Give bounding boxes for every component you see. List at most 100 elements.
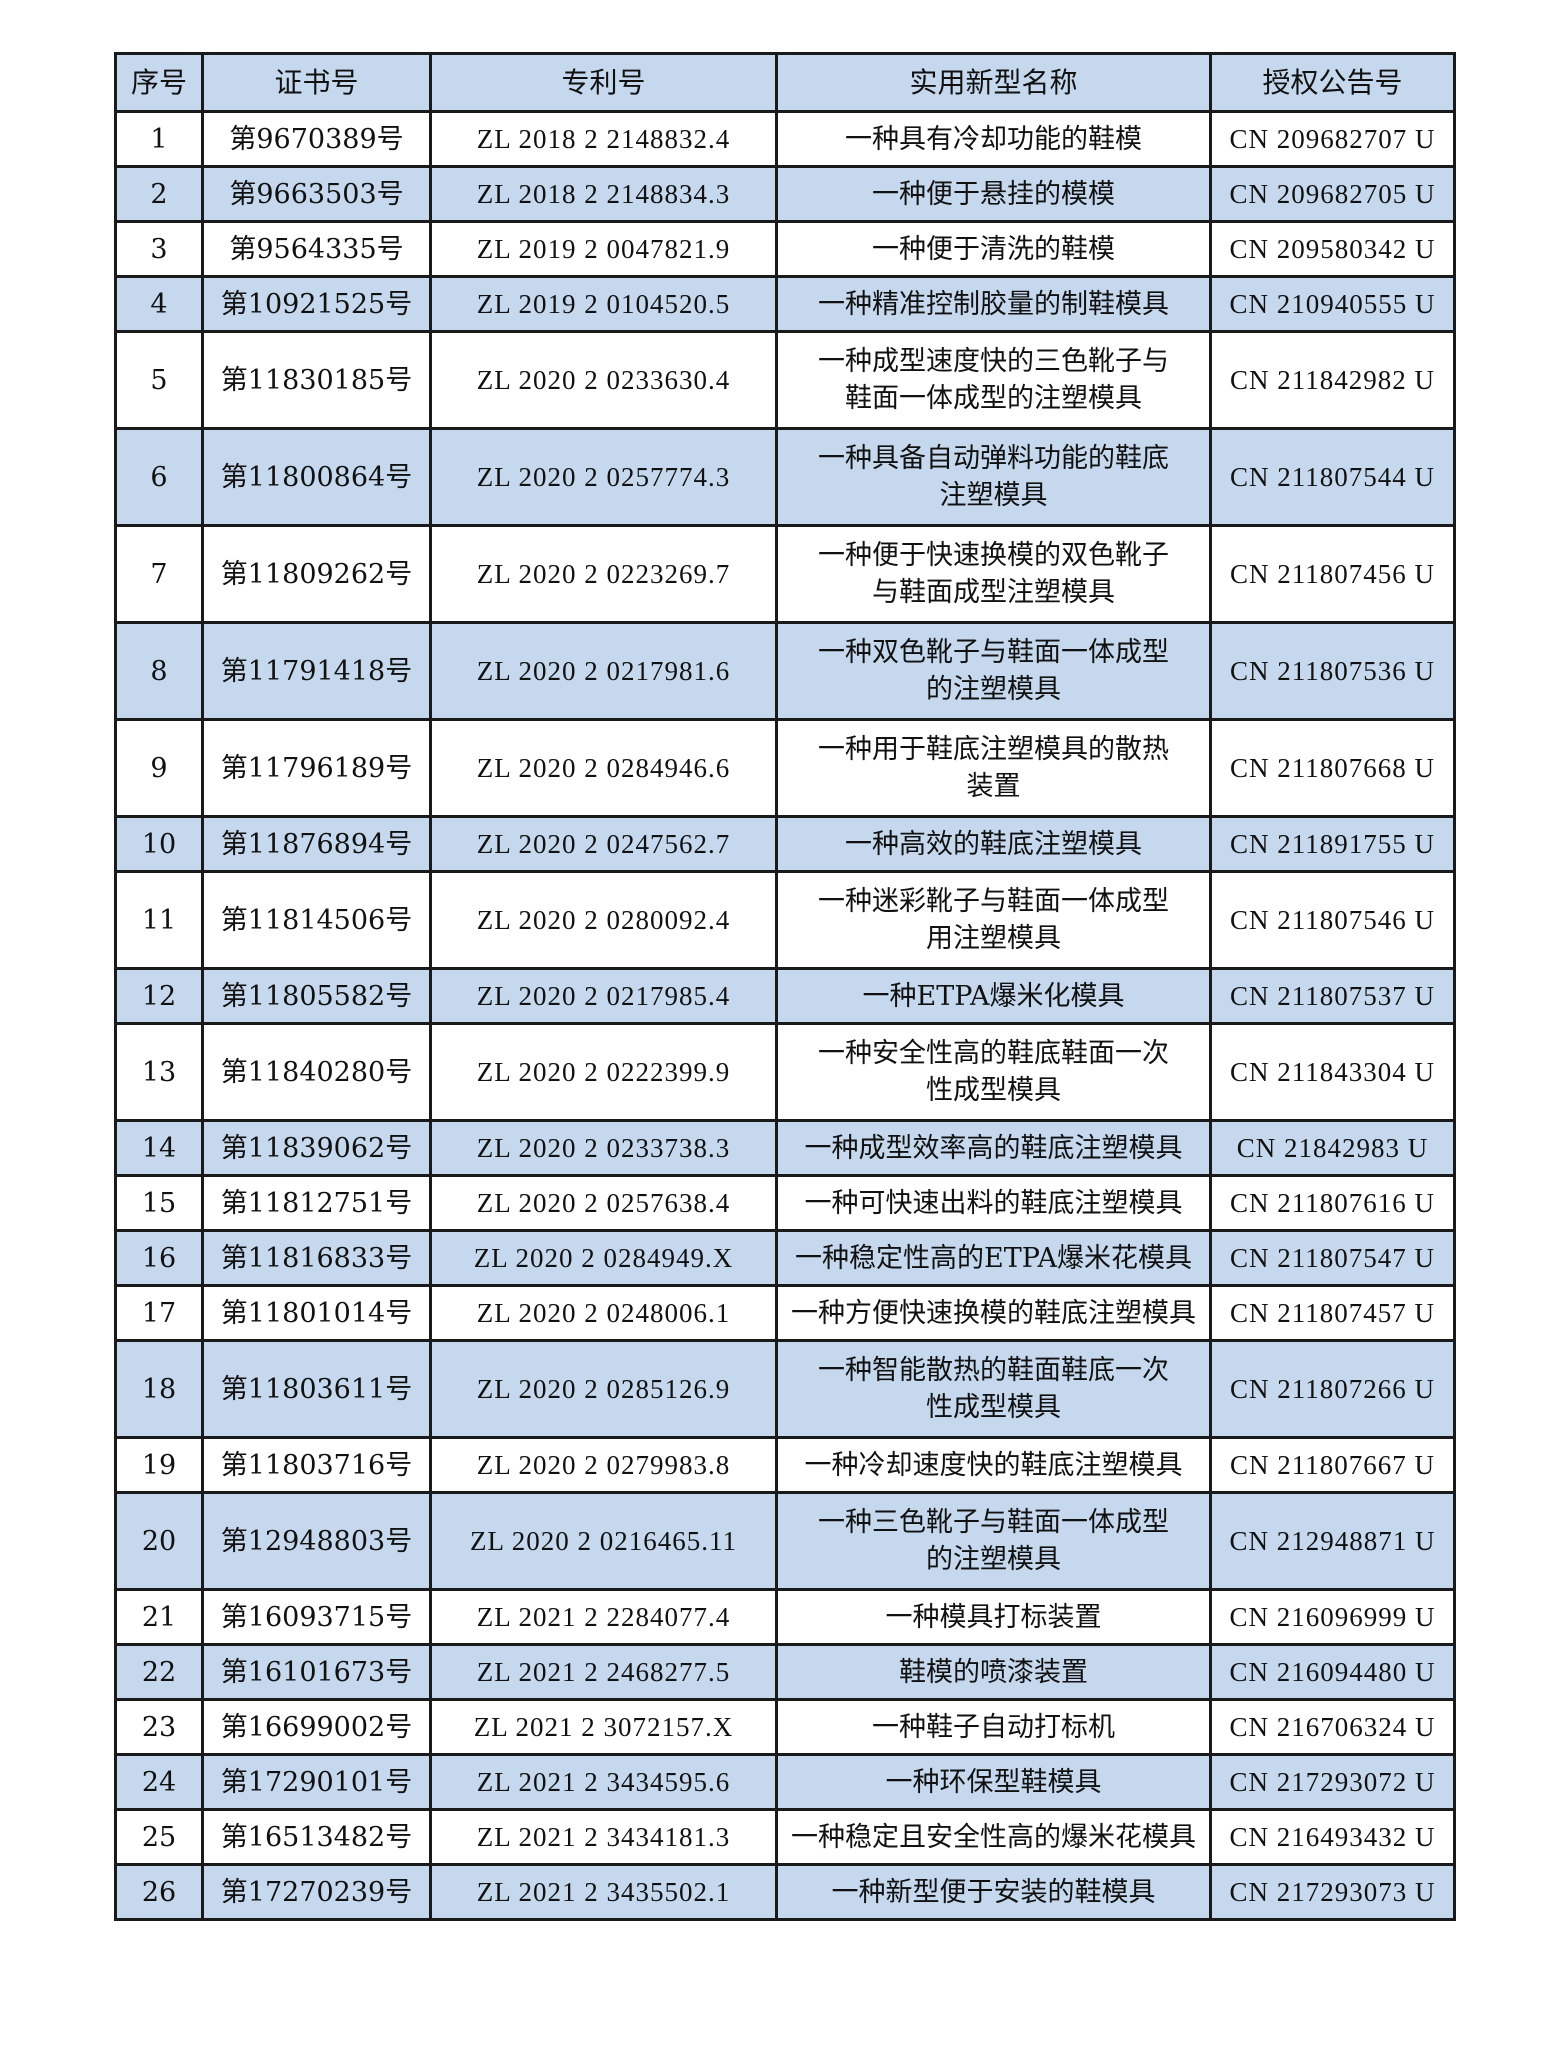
- header-utility-model-name: 实用新型名称: [775, 52, 1212, 113]
- name-line: 与鞋面成型注塑模具: [872, 577, 1115, 608]
- certificate-cell: 第17290101号: [201, 1753, 432, 1811]
- patent-number-cell: ZL 2020 2 0257774.3: [429, 427, 778, 527]
- index-cell: 12: [114, 967, 204, 1025]
- publication-number-cell: CN 211807457 U: [1209, 1284, 1456, 1342]
- table-row: 16 第11816833号 ZL 2020 2 0284949.X 一种稳定性高的ET…: [114, 1229, 1456, 1287]
- publication-number-cell: CN 209580342 U: [1209, 220, 1456, 278]
- table-row: 23 第16699002号 ZL 2021 2 3072157.X 一种鞋子自动打标机…: [114, 1698, 1456, 1756]
- publication-number-cell: CN 211807546 U: [1209, 870, 1456, 970]
- publication-number-cell: CN 217293072 U: [1209, 1753, 1456, 1811]
- name-line: 一种冷却速度快的鞋底注塑模具: [804, 1449, 1183, 1481]
- table-row: 10 第11876894号 ZL 2020 2 0247562.7 一种高效的鞋底注塑…: [114, 815, 1456, 873]
- table-row: 6 第11800864号 ZL 2020 2 0257774.3 一种具备自动弹料功能…: [114, 427, 1456, 527]
- name-cell: 一种智能散热的鞋面鞋底一次 性成型模具: [775, 1339, 1212, 1439]
- name-line: 一种方便快速换模的鞋底注塑模具: [791, 1297, 1196, 1329]
- name-cell: 一种模具打标装置: [775, 1588, 1212, 1646]
- name-line: 鞋模的喷漆装置: [899, 1656, 1088, 1688]
- certificate-cell: 第10921525号: [201, 275, 432, 333]
- header-index: 序号: [114, 52, 204, 113]
- name-line: 一种便于悬挂的模模: [872, 178, 1115, 210]
- patent-number-cell: ZL 2021 2 2284077.4: [429, 1588, 778, 1646]
- patent-number-cell: ZL 2020 2 0217985.4: [429, 967, 778, 1025]
- name-line: 一种具备自动弹料功能的鞋底: [818, 443, 1169, 474]
- table-row: 4 第10921525号 ZL 2019 2 0104520.5 一种精准控制胶量的制…: [114, 275, 1456, 333]
- name-line: 一种三色靴子与鞋面一体成型: [818, 1507, 1169, 1538]
- certificate-cell: 第17270239号: [201, 1863, 432, 1921]
- header-publication-number: 授权公告号: [1209, 52, 1456, 113]
- certificate-cell: 第16101673号: [201, 1643, 432, 1701]
- name-cell: 一种便于清洗的鞋模: [775, 220, 1212, 278]
- certificate-cell: 第11814506号: [201, 870, 432, 970]
- table-body: 1 第9670389号 ZL 2018 2 2148832.4 一种具有冷却功能的鞋模…: [114, 110, 1456, 1921]
- patent-number-cell: ZL 2021 2 3434181.3: [429, 1808, 778, 1866]
- name-line: 一种成型效率高的鞋底注塑模具: [804, 1132, 1183, 1164]
- patent-number-cell: ZL 2019 2 0104520.5: [429, 275, 778, 333]
- certificate-cell: 第12948803号: [201, 1491, 432, 1591]
- publication-number-cell: CN 211807536 U: [1209, 621, 1456, 721]
- name-cell: 鞋模的喷漆装置: [775, 1643, 1212, 1701]
- index-cell: 14: [114, 1119, 204, 1177]
- name-line: 一种双色靴子与鞋面一体成型: [818, 637, 1169, 668]
- name-line: 一种稳定性高的ETPA爆米花模具: [795, 1242, 1192, 1274]
- patent-number-cell: ZL 2020 2 0285126.9: [429, 1339, 778, 1439]
- name-cell: 一种精准控制胶量的制鞋模具: [775, 275, 1212, 333]
- name-cell: 一种环保型鞋模具: [775, 1753, 1212, 1811]
- table-row: 8 第11791418号 ZL 2020 2 0217981.6 一种双色靴子与鞋面一…: [114, 621, 1456, 721]
- publication-number-cell: CN 211807537 U: [1209, 967, 1456, 1025]
- publication-number-cell: CN 211807547 U: [1209, 1229, 1456, 1287]
- name-cell: 一种方便快速换模的鞋底注塑模具: [775, 1284, 1212, 1342]
- certificate-cell: 第9670389号: [201, 110, 432, 168]
- patent-number-cell: ZL 2021 2 3072157.X: [429, 1698, 778, 1756]
- patent-number-cell: ZL 2020 2 0217981.6: [429, 621, 778, 721]
- header-certificate: 证书号: [201, 52, 432, 113]
- name-line: 一种高效的鞋底注塑模具: [845, 828, 1142, 860]
- table-row: 12 第11805582号 ZL 2020 2 0217985.4 一种ETPA爆米化…: [114, 967, 1456, 1025]
- name-cell: 一种新型便于安装的鞋模具: [775, 1863, 1212, 1921]
- name-cell: 一种稳定性高的ETPA爆米花模具: [775, 1229, 1212, 1287]
- patent-number-cell: ZL 2020 2 0216465.11: [429, 1491, 778, 1591]
- name-line: 性成型模具: [926, 1075, 1061, 1106]
- certificate-cell: 第11796189号: [201, 718, 432, 818]
- name-line: 一种成型速度快的三色靴子与: [818, 346, 1169, 377]
- name-line: 一种ETPA爆米化模具: [862, 980, 1125, 1012]
- index-cell: 8: [114, 621, 204, 721]
- name-cell: 一种可快速出料的鞋底注塑模具: [775, 1174, 1212, 1232]
- table-row: 26 第17270239号 ZL 2021 2 3435502.1 一种新型便于安装的…: [114, 1863, 1456, 1921]
- index-cell: 5: [114, 330, 204, 430]
- name-line: 一种精准控制胶量的制鞋模具: [818, 288, 1169, 320]
- publication-number-cell: CN 211807266 U: [1209, 1339, 1456, 1439]
- patent-number-cell: ZL 2020 2 0280092.4: [429, 870, 778, 970]
- index-cell: 13: [114, 1022, 204, 1122]
- name-line: 一种稳定且安全性高的爆米花模具: [791, 1821, 1196, 1853]
- patent-number-cell: ZL 2019 2 0047821.9: [429, 220, 778, 278]
- name-cell: 一种ETPA爆米化模具: [775, 967, 1212, 1025]
- certificate-cell: 第11812751号: [201, 1174, 432, 1232]
- index-cell: 26: [114, 1863, 204, 1921]
- name-cell: 一种成型效率高的鞋底注塑模具: [775, 1119, 1212, 1177]
- patent-number-cell: ZL 2020 2 0222399.9: [429, 1022, 778, 1122]
- index-cell: 17: [114, 1284, 204, 1342]
- publication-number-cell: CN 211842982 U: [1209, 330, 1456, 430]
- patent-number-cell: ZL 2018 2 2148834.3: [429, 165, 778, 223]
- table-row: 18 第11803611号 ZL 2020 2 0285126.9 一种智能散热的鞋面…: [114, 1339, 1456, 1439]
- index-cell: 11: [114, 870, 204, 970]
- publication-number-cell: CN 211807616 U: [1209, 1174, 1456, 1232]
- table-row: 13 第11840280号 ZL 2020 2 0222399.9 一种安全性高的鞋底…: [114, 1022, 1456, 1122]
- name-line: 一种安全性高的鞋底鞋面一次: [818, 1038, 1169, 1069]
- name-cell: 一种冷却速度快的鞋底注塑模具: [775, 1436, 1212, 1494]
- index-cell: 22: [114, 1643, 204, 1701]
- publication-number-cell: CN 209682707 U: [1209, 110, 1456, 168]
- name-line: 鞋面一体成型的注塑模具: [845, 383, 1142, 414]
- index-cell: 6: [114, 427, 204, 527]
- name-line: 注塑模具: [939, 480, 1048, 511]
- patent-number-cell: ZL 2018 2 2148832.4: [429, 110, 778, 168]
- table-row: 21 第16093715号 ZL 2021 2 2284077.4 一种模具打标装置 C…: [114, 1588, 1456, 1646]
- patent-number-cell: ZL 2020 2 0284949.X: [429, 1229, 778, 1287]
- name-cell: 一种便于快速换模的双色靴子 与鞋面成型注塑模具: [775, 524, 1212, 624]
- publication-number-cell: CN 211807667 U: [1209, 1436, 1456, 1494]
- name-line: 装置: [966, 771, 1021, 802]
- publication-number-cell: CN 216094480 U: [1209, 1643, 1456, 1701]
- publication-number-cell: CN 212948871 U: [1209, 1491, 1456, 1591]
- patent-number-cell: ZL 2020 2 0257638.4: [429, 1174, 778, 1232]
- publication-number-cell: CN 216096999 U: [1209, 1588, 1456, 1646]
